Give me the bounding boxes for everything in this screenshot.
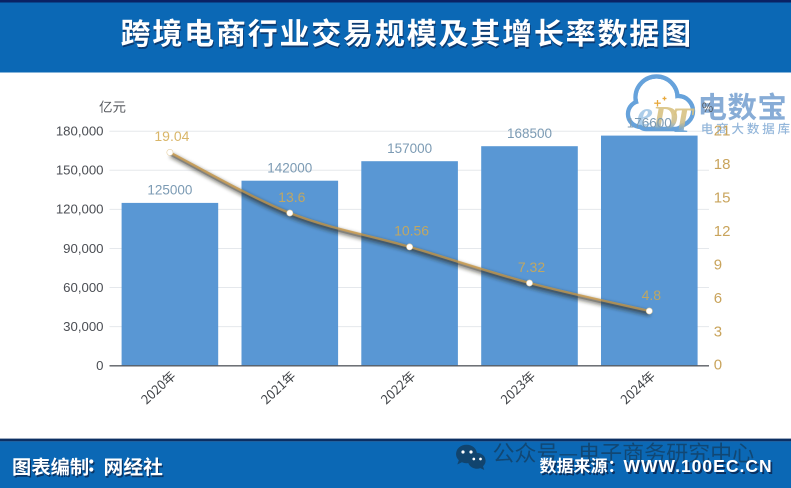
svg-text:90,000: 90,000 bbox=[63, 241, 103, 256]
svg-text:176600: 176600 bbox=[627, 115, 672, 130]
svg-text:60,000: 60,000 bbox=[63, 280, 103, 295]
svg-text:12: 12 bbox=[714, 223, 731, 240]
svg-text:3: 3 bbox=[714, 323, 722, 340]
svg-text:15: 15 bbox=[714, 190, 731, 207]
svg-text:D: D bbox=[651, 99, 678, 139]
svg-text:180,000: 180,000 bbox=[56, 124, 104, 139]
svg-text:18: 18 bbox=[714, 156, 731, 173]
svg-text:30,000: 30,000 bbox=[63, 319, 103, 334]
svg-text:0: 0 bbox=[96, 358, 103, 373]
svg-text:T: T bbox=[672, 100, 696, 140]
svg-text:0: 0 bbox=[714, 357, 722, 374]
svg-text:168500: 168500 bbox=[507, 126, 552, 141]
svg-text:120,000: 120,000 bbox=[56, 202, 104, 217]
svg-text:7.32: 7.32 bbox=[518, 259, 545, 275]
svg-text:157000: 157000 bbox=[387, 141, 432, 156]
svg-text:21: 21 bbox=[714, 123, 731, 140]
svg-text:10.56: 10.56 bbox=[394, 223, 429, 239]
svg-text:e: e bbox=[637, 94, 653, 134]
svg-text:4.8: 4.8 bbox=[642, 287, 662, 303]
svg-text:125000: 125000 bbox=[147, 183, 192, 198]
svg-text:19.04: 19.04 bbox=[154, 128, 189, 144]
svg-text:142000: 142000 bbox=[267, 161, 312, 176]
svg-text:6: 6 bbox=[714, 290, 722, 307]
svg-text:WWW.100EC.CN: WWW.100EC.CN bbox=[625, 458, 774, 478]
svg-text:13.6: 13.6 bbox=[278, 189, 305, 205]
svg-text:150,000: 150,000 bbox=[56, 163, 104, 178]
svg-text:WWW.100EC.CN: WWW.100EC.CN bbox=[624, 456, 773, 476]
svg-text:9: 9 bbox=[714, 256, 722, 273]
